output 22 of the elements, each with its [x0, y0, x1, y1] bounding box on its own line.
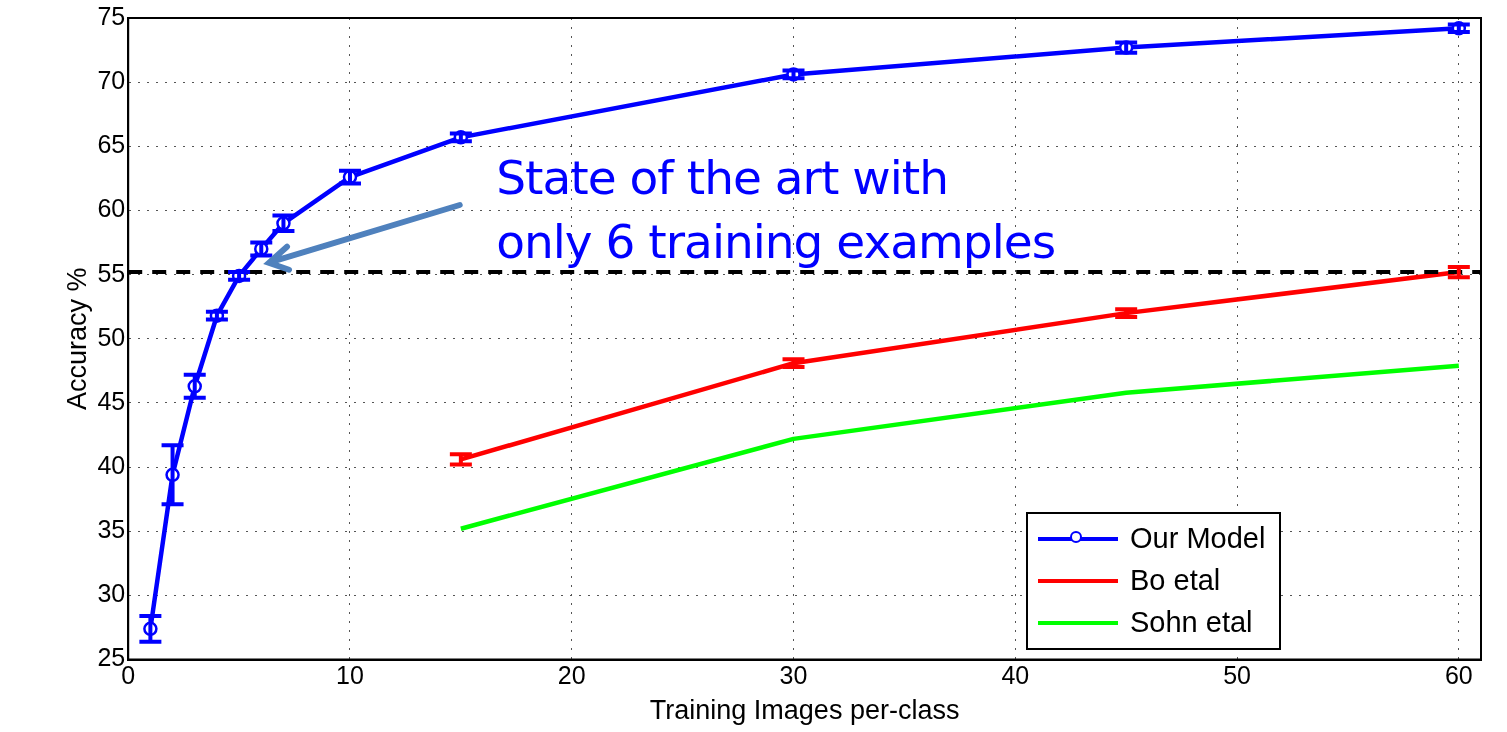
legend-label: Our Model — [1130, 522, 1266, 556]
x-axis-title: Training Images per-class — [649, 695, 960, 726]
y-tick-label: 50 — [97, 322, 126, 351]
y-tick-label: 55 — [97, 258, 126, 287]
y-tick-label: 75 — [97, 1, 126, 30]
x-tick-label: 20 — [557, 661, 586, 690]
y-tick-label: 30 — [97, 579, 126, 608]
y-tick-label: 65 — [97, 130, 126, 159]
x-tick-label: 50 — [1223, 661, 1251, 690]
x-tick-label: 60 — [1444, 661, 1473, 690]
y-axis-title: Accuracy % — [61, 267, 92, 411]
x-tick-label: 40 — [1001, 661, 1030, 690]
y-tick-label: 40 — [97, 451, 126, 480]
legend-label: Bo etal — [1130, 564, 1221, 598]
y-tick-label: 70 — [97, 66, 126, 95]
y-tick-label: 35 — [97, 515, 126, 544]
x-tick-label: 10 — [336, 661, 364, 690]
annotation: State of the art with only 6 training examples — [496, 149, 1056, 272]
y-tick-label: 45 — [97, 386, 126, 415]
legend-label: Sohn etal — [1130, 606, 1253, 640]
x-tick-label: 30 — [779, 661, 808, 690]
y-tick-label: 60 — [97, 194, 126, 223]
